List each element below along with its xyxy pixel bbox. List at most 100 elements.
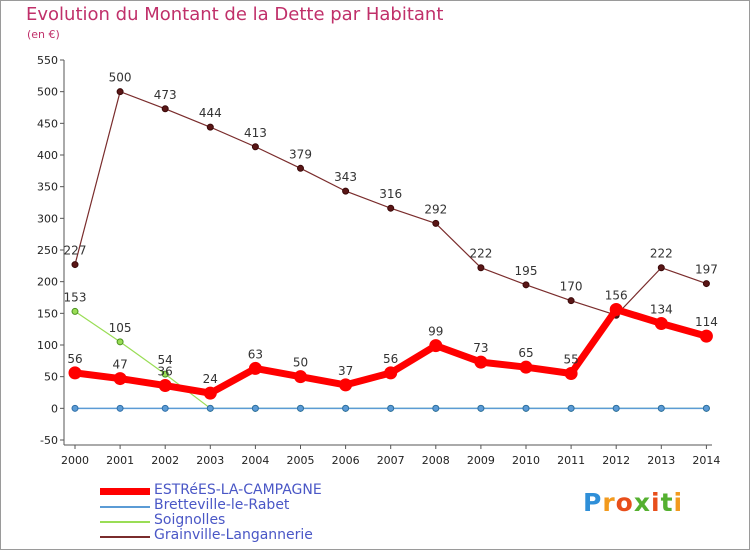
x-tick-label: 2007 <box>377 454 405 467</box>
data-label: 292 <box>424 202 447 216</box>
data-label: 379 <box>289 147 312 161</box>
x-tick-label: 2003 <box>196 454 224 467</box>
y-tick-label: 100 <box>37 339 58 352</box>
y-tick-label: 0 <box>51 402 58 415</box>
data-label: 37 <box>338 364 353 378</box>
data-point <box>564 367 578 380</box>
data-point <box>297 164 304 172</box>
y-tick-label: 200 <box>37 276 58 289</box>
data-label: 56 <box>67 352 82 366</box>
data-point <box>116 88 124 96</box>
x-tick-label: 2009 <box>467 454 495 467</box>
data-label: 500 <box>109 71 132 85</box>
chart-title: Evolution du Montant de la Dette par Hab… <box>26 4 444 25</box>
data-point <box>251 404 259 412</box>
data-point <box>387 404 395 412</box>
data-point <box>609 303 623 317</box>
legend-label: Grainville-Langannerie <box>154 527 313 543</box>
data-point <box>522 281 530 289</box>
data-label: 54 <box>158 353 173 367</box>
data-point <box>477 404 485 412</box>
data-label: 55 <box>563 353 578 367</box>
data-point <box>339 378 353 392</box>
data-point <box>71 261 79 269</box>
data-label: 134 <box>650 302 673 316</box>
y-tick-label: 300 <box>37 212 58 225</box>
data-label: 222 <box>469 247 492 261</box>
data-point <box>387 204 395 212</box>
data-label: 36 <box>158 365 173 379</box>
legend-swatch <box>100 521 150 523</box>
data-point <box>702 404 710 412</box>
data-label: 50 <box>293 356 308 370</box>
data-point <box>71 307 79 315</box>
x-tick-label: 2010 <box>512 454 540 467</box>
data-label: 473 <box>154 88 177 102</box>
data-point <box>654 316 668 330</box>
chart-subtitle: (en €) <box>27 28 60 41</box>
data-label: 63 <box>248 347 263 361</box>
data-label: 153 <box>64 290 87 304</box>
data-point <box>71 404 79 412</box>
legend-swatch <box>100 536 150 538</box>
data-point <box>612 404 620 412</box>
data-point <box>68 366 82 380</box>
data-point <box>342 404 350 412</box>
data-point <box>384 366 398 380</box>
x-tick-label: 2000 <box>61 454 89 467</box>
y-tick-label: 250 <box>37 244 58 257</box>
data-point <box>161 105 169 113</box>
data-label: 316 <box>379 187 402 201</box>
data-point <box>477 264 485 272</box>
data-label: 99 <box>428 325 443 339</box>
x-tick-label: 2011 <box>557 454 585 467</box>
legend-swatch <box>100 488 150 495</box>
data-point <box>116 338 124 346</box>
data-point <box>432 404 440 412</box>
data-point <box>429 339 443 353</box>
x-tick-label: 2008 <box>422 454 450 467</box>
data-point <box>206 123 214 131</box>
y-tick-label: 50 <box>44 371 58 384</box>
data-label: 56 <box>383 352 398 366</box>
data-point <box>158 379 172 393</box>
data-point <box>702 280 710 288</box>
y-tick-label: 400 <box>37 149 58 162</box>
x-tick-label: 2002 <box>151 454 179 467</box>
data-label: 47 <box>112 358 127 372</box>
data-point <box>519 360 533 374</box>
proxiti-logo: Proxiti <box>583 488 684 517</box>
x-tick-label: 2004 <box>241 454 269 467</box>
data-point <box>161 370 169 378</box>
data-point <box>657 404 665 412</box>
data-point <box>248 361 262 375</box>
data-label: 170 <box>560 280 583 294</box>
data-label: 227 <box>64 244 87 258</box>
data-point <box>699 329 713 343</box>
y-tick-label: 450 <box>37 117 58 130</box>
x-tick-label: 2012 <box>602 454 630 467</box>
x-tick-label: 2013 <box>647 454 675 467</box>
data-point <box>203 386 217 400</box>
data-point <box>342 187 350 195</box>
data-point <box>294 370 307 384</box>
data-label: 197 <box>695 263 718 277</box>
data-label: 195 <box>515 264 538 278</box>
data-label: 343 <box>334 170 357 184</box>
data-label: 156 <box>605 289 628 303</box>
legend-label: Soignolles <box>154 512 226 528</box>
data-point <box>161 404 169 412</box>
data-point <box>474 355 488 369</box>
legend-label: Bretteville-le-Rabet <box>154 497 290 513</box>
x-tick-label: 2005 <box>287 454 315 467</box>
x-tick-label: 2006 <box>332 454 360 467</box>
data-point <box>251 143 259 151</box>
data-point <box>206 404 214 412</box>
data-label: 24 <box>203 372 218 386</box>
data-label: 65 <box>518 346 533 360</box>
data-point <box>657 264 665 272</box>
data-point <box>567 404 575 412</box>
y-tick-label: 350 <box>37 181 58 194</box>
data-label: 444 <box>199 106 222 120</box>
